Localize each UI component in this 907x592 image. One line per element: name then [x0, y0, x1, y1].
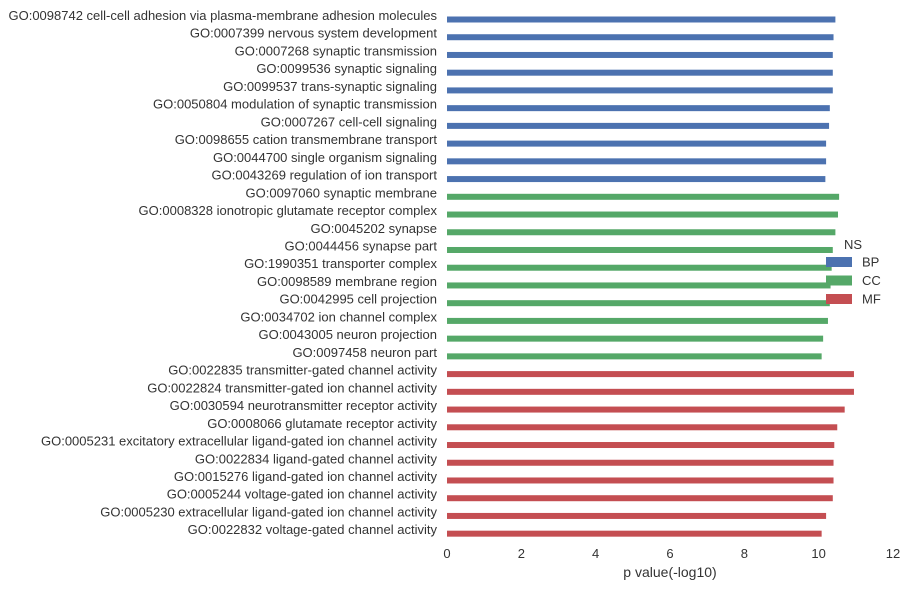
- x-tick-label: 10: [811, 546, 825, 561]
- category-label: GO:0022834 ligand-gated channel activity: [195, 451, 438, 466]
- bar-cc: [447, 335, 824, 342]
- category-label: GO:0042995 cell projection: [279, 292, 437, 307]
- x-tick-label: 0: [443, 546, 450, 561]
- legend-swatch-cc: [826, 275, 852, 286]
- bar-mf: [447, 530, 822, 537]
- category-label: GO:0097458 neuron part: [292, 345, 437, 360]
- category-label: GO:0099536 synaptic signaling: [256, 61, 437, 76]
- bar-mf: [447, 388, 854, 395]
- bar-mf: [447, 371, 854, 378]
- bar-bp: [447, 140, 827, 147]
- category-label: GO:0097060 synaptic membrane: [246, 185, 438, 200]
- bar-cc: [447, 264, 832, 271]
- category-label: GO:0022832 voltage-gated channel activit…: [188, 522, 438, 537]
- category-label: GO:0007268 synaptic transmission: [235, 43, 437, 58]
- category-label: GO:0098742 cell-cell adhesion via plasma…: [8, 8, 437, 23]
- category-label: GO:1990351 transporter complex: [244, 256, 437, 271]
- category-label: GO:0008328 ionotropic glutamate receptor…: [139, 203, 438, 218]
- x-axis-label: p value(-log10): [623, 564, 716, 580]
- category-label: GO:0008066 glutamate receptor activity: [207, 416, 437, 431]
- x-tick-label: 4: [592, 546, 599, 561]
- category-label: GO:0098589 membrane region: [257, 274, 437, 289]
- x-tick-label: 12: [886, 546, 900, 561]
- category-label: GO:0007399 nervous system development: [190, 26, 438, 41]
- bar-bp: [447, 158, 827, 165]
- bar-mf: [447, 459, 834, 466]
- bar-cc: [447, 353, 822, 360]
- bar-bp: [447, 105, 830, 112]
- x-tick-label: 8: [741, 546, 748, 561]
- bar-cc: [447, 317, 828, 324]
- category-label: GO:0005230 extracellular ligand-gated io…: [100, 504, 437, 519]
- legend-entries: BP CC MF: [826, 255, 881, 307]
- bar-bp: [447, 69, 833, 76]
- bar-mf: [447, 512, 827, 519]
- category-label: GO:0015276 ligand-gated ion channel acti…: [174, 469, 438, 484]
- category-label: GO:0022824 transmitter-gated ion channel…: [147, 380, 437, 395]
- bar-cc: [447, 229, 836, 236]
- legend-label-cc: CC: [862, 273, 881, 288]
- bar-cc: [447, 193, 840, 200]
- bar-mf: [447, 424, 838, 431]
- category-label: GO:0043269 regulation of ion transport: [212, 168, 438, 183]
- category-label: GO:0044456 synapse part: [285, 238, 438, 253]
- bar-bp: [447, 51, 833, 58]
- category-label: GO:0022835 transmitter-gated channel act…: [168, 363, 437, 378]
- category-label: GO:0005231 excitatory extracellular liga…: [41, 434, 438, 449]
- bar-cc: [447, 211, 838, 218]
- legend-title: NS: [844, 237, 862, 252]
- legend-swatch-bp: [826, 257, 852, 267]
- bar-bp: [447, 176, 826, 183]
- bar-cc: [447, 282, 831, 289]
- category-label: GO:0030594 neurotransmitter receptor act…: [170, 398, 438, 413]
- category-label: GO:0007267 cell-cell signaling: [261, 114, 437, 129]
- bar-cc: [447, 246, 833, 253]
- category-label: GO:0005244 voltage-gated ion channel act…: [167, 487, 438, 502]
- bar-bp: [447, 34, 834, 41]
- bar-bp: [447, 16, 836, 23]
- category-label: GO:0050804 modulation of synaptic transm…: [153, 97, 437, 112]
- x-tick-label: 6: [666, 546, 673, 561]
- legend-swatch-mf: [826, 294, 852, 304]
- category-label: GO:0045202 synapse: [311, 221, 437, 236]
- legend-label-mf: MF: [862, 292, 881, 307]
- bar-cc: [447, 300, 830, 307]
- category-labels-group: GO:0098742 cell-cell adhesion via plasma…: [8, 8, 437, 537]
- bars-group: [447, 16, 854, 537]
- x-tick-label: 2: [518, 546, 525, 561]
- category-label: GO:0044700 single organism signaling: [213, 150, 437, 165]
- bar-bp: [447, 122, 830, 129]
- bar-mf: [447, 477, 834, 484]
- category-label: GO:0098655 cation transmembrane transpor…: [175, 132, 438, 147]
- legend: NS BP CC MF: [826, 237, 881, 307]
- bar-mf: [447, 495, 833, 502]
- x-ticks-group: 0 2 4 6 8 10 12: [443, 546, 900, 561]
- bar-mf: [447, 442, 835, 449]
- bar-bp: [447, 87, 833, 94]
- category-label: GO:0034702 ion channel complex: [240, 309, 437, 324]
- category-label: GO:0043005 neuron projection: [258, 327, 437, 342]
- category-label: GO:0099537 trans-synaptic signaling: [223, 79, 437, 94]
- bar-mf: [447, 406, 845, 413]
- legend-label-bp: BP: [862, 255, 879, 270]
